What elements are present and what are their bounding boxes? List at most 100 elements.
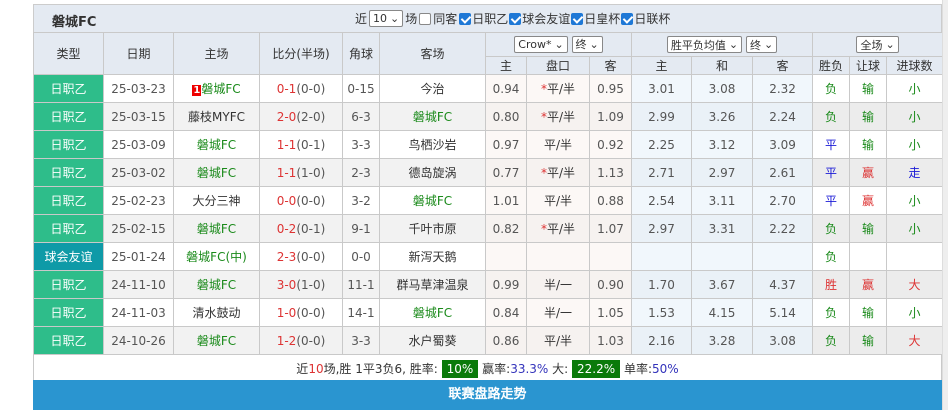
score[interactable]: 0-2(0-1) bbox=[259, 214, 343, 243]
match-type[interactable]: 日职乙 bbox=[33, 214, 104, 243]
home-team[interactable]: 大分三神 bbox=[173, 186, 260, 215]
odds-type-select[interactable]: 胜平负均值 ⌄ bbox=[666, 36, 743, 53]
away-team[interactable]: 群马草津温泉 bbox=[379, 270, 486, 299]
table-row[interactable]: 日职乙 25-02-15 磐城FC 0-2(0-1) 9-1 千叶市原 0.82… bbox=[33, 214, 944, 243]
half-score: (1-0) bbox=[296, 165, 326, 180]
home-team-name: 磐城FC bbox=[201, 82, 241, 96]
away-team[interactable]: 千叶市原 bbox=[379, 214, 486, 243]
summary-pre: 近 bbox=[296, 362, 309, 376]
odds-loss: 2.61 bbox=[752, 158, 814, 187]
hc-line-value: 平/半 bbox=[543, 334, 573, 348]
result: 负 bbox=[812, 242, 851, 271]
hc-line-value: 平/半 bbox=[543, 194, 573, 208]
odds-draw: 3.08 bbox=[691, 74, 754, 103]
odds-draw: 2.97 bbox=[691, 158, 754, 187]
company-time-select[interactable]: 终 ⌄ bbox=[571, 35, 603, 53]
table-row[interactable]: 日职乙 25-03-23 1磐城FC 0-1(0-0) 0-15 今治 0.94… bbox=[33, 74, 944, 103]
home-team[interactable]: 1磐城FC bbox=[173, 74, 260, 103]
table-row[interactable]: 日职乙 25-03-15 藤枝MYFC 2-0(2-0) 6-3 磐城FC 0.… bbox=[33, 102, 944, 131]
league-checkbox[interactable] bbox=[571, 12, 584, 25]
corner: 3-3 bbox=[342, 130, 380, 159]
table-row[interactable]: 日职乙 24-11-03 清水鼓动 1-0(0-0) 14-1 磐城FC 0.8… bbox=[33, 298, 944, 327]
league-checkbox[interactable] bbox=[459, 12, 472, 25]
same-away-checkbox[interactable] bbox=[419, 12, 432, 25]
home-team[interactable]: 磐城FC bbox=[173, 270, 260, 299]
header-corner: 角球 bbox=[342, 32, 380, 75]
away-team[interactable]: 磐城FC bbox=[379, 186, 486, 215]
period-select[interactable]: 全场 ⌄ bbox=[856, 36, 899, 53]
score[interactable]: 3-0(1-0) bbox=[259, 270, 343, 299]
home-team[interactable]: 磐城FC bbox=[173, 158, 260, 187]
home-team[interactable]: 清水鼓动 bbox=[173, 298, 260, 327]
match-type[interactable]: 日职乙 bbox=[33, 130, 104, 159]
match-date: 25-03-23 bbox=[103, 74, 174, 103]
home-team[interactable]: 磐城FC(中) bbox=[173, 242, 260, 271]
home-team[interactable]: 藤枝MYFC bbox=[173, 102, 260, 131]
score[interactable]: 1-1(1-0) bbox=[259, 158, 343, 187]
half-score: (0-0) bbox=[296, 333, 326, 348]
match-type[interactable]: 日职乙 bbox=[33, 186, 104, 215]
odds-loss: 2.22 bbox=[752, 214, 814, 243]
company-select[interactable]: Crow* ⌄ bbox=[514, 36, 568, 54]
table-row[interactable]: 球会友谊 25-01-24 磐城FC(中) 2-3(0-0) 0-0 新泻天鹅 … bbox=[33, 242, 944, 271]
away-team[interactable]: 今治 bbox=[379, 74, 486, 103]
match-type[interactable]: 日职乙 bbox=[33, 74, 104, 103]
home-team[interactable]: 磐城FC bbox=[173, 326, 260, 355]
result: 负 bbox=[812, 102, 851, 131]
score[interactable]: 1-0(0-0) bbox=[259, 298, 343, 327]
away-team[interactable]: 鸟栖沙岩 bbox=[379, 130, 486, 159]
home-team[interactable]: 磐城FC bbox=[173, 214, 260, 243]
away-team[interactable]: 磐城FC bbox=[379, 102, 486, 131]
title-bar: 磐城FC 近 10 ⌄ 场 同客 日职乙 球会友谊 日皇杯 日联杯 bbox=[33, 5, 942, 32]
same-away-label: 同客 bbox=[433, 12, 458, 26]
match-date: 25-02-23 bbox=[103, 186, 174, 215]
match-type[interactable]: 球会友谊 bbox=[33, 242, 104, 271]
score[interactable]: 0-0(0-0) bbox=[259, 186, 343, 215]
recent-label: 近 bbox=[355, 12, 368, 26]
match-type[interactable]: 日职乙 bbox=[33, 298, 104, 327]
match-type[interactable]: 日职乙 bbox=[33, 102, 104, 131]
away-team[interactable]: 德岛旋涡 bbox=[379, 158, 486, 187]
score[interactable]: 2-0(2-0) bbox=[259, 102, 343, 131]
star-mark: * bbox=[540, 166, 547, 180]
home-team-name: 磐城FC bbox=[196, 166, 237, 180]
odds-header: 胜平负均值 ⌄ 终 ⌄ bbox=[631, 32, 814, 57]
result: 负 bbox=[812, 214, 851, 243]
away-team-name: 今治 bbox=[420, 82, 445, 96]
league-checkbox[interactable] bbox=[509, 12, 522, 25]
handicap-result: 输 bbox=[849, 102, 888, 131]
table-row[interactable]: 日职乙 24-10-26 磐城FC 1-2(0-0) 3-3 水户蜀葵 0.86… bbox=[33, 326, 944, 355]
subheader: 胜负 bbox=[812, 56, 851, 75]
odds-loss: 2.32 bbox=[752, 74, 814, 103]
home-team[interactable]: 磐城FC bbox=[173, 130, 260, 159]
match-type[interactable]: 日职乙 bbox=[33, 326, 104, 355]
table-row[interactable]: 日职乙 24-11-10 磐城FC 3-0(1-0) 11-1 群马草津温泉 0… bbox=[33, 270, 944, 299]
score[interactable]: 1-2(0-0) bbox=[259, 326, 343, 355]
score[interactable]: 0-1(0-0) bbox=[259, 74, 343, 103]
table-row[interactable]: 日职乙 25-02-23 大分三神 0-0(0-0) 3-2 磐城FC 1.01… bbox=[33, 186, 944, 215]
hc-home: 0.82 bbox=[485, 214, 527, 243]
league-trend-button[interactable]: 联赛盘路走势 bbox=[33, 380, 942, 410]
subheader: 客 bbox=[588, 56, 633, 75]
away-team[interactable]: 新泻天鹅 bbox=[379, 242, 486, 271]
table-row[interactable]: 日职乙 25-03-02 磐城FC 1-1(1-0) 2-3 德岛旋涡 0.77… bbox=[33, 158, 944, 187]
home-team-name: 藤枝MYFC bbox=[188, 110, 245, 124]
subheader: 客 bbox=[752, 56, 814, 75]
scrollbar[interactable] bbox=[942, 0, 948, 410]
away-team[interactable]: 水户蜀葵 bbox=[379, 326, 486, 355]
league-checkbox[interactable] bbox=[621, 12, 634, 25]
count-select[interactable]: 10 ⌄ bbox=[369, 10, 404, 27]
score[interactable]: 2-3(0-0) bbox=[259, 242, 343, 271]
header-type: 类型 bbox=[33, 32, 104, 75]
table-row[interactable]: 日职乙 25-03-09 磐城FC 1-1(0-1) 3-3 鸟栖沙岩 0.97… bbox=[33, 130, 944, 159]
match-type[interactable]: 日职乙 bbox=[33, 158, 104, 187]
away-team[interactable]: 磐城FC bbox=[379, 298, 486, 327]
goals-result: 小 bbox=[886, 74, 944, 103]
full-score: 0-1 bbox=[276, 81, 297, 96]
odds-time-select[interactable]: 终 ⌄ bbox=[745, 36, 778, 53]
summary-count: 10 bbox=[308, 362, 324, 376]
score[interactable]: 1-1(0-1) bbox=[259, 130, 343, 159]
goals-result bbox=[886, 242, 944, 271]
match-type[interactable]: 日职乙 bbox=[33, 270, 104, 299]
subheader: 主 bbox=[631, 56, 693, 75]
